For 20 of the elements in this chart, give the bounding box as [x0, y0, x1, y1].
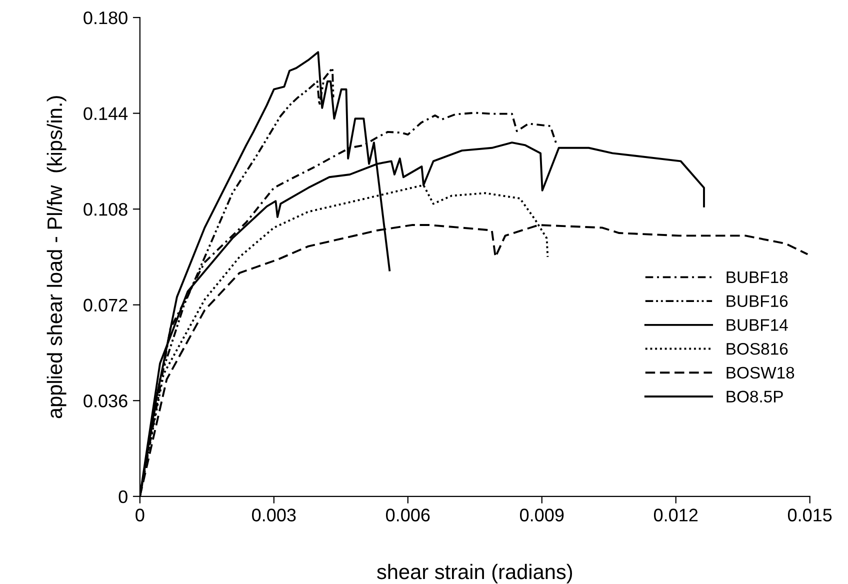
legend-label: BUBF18	[726, 271, 788, 284]
y-tick-label: 0.072	[84, 298, 128, 312]
y-axis-title: applied shear load - Pl/fw (kips/in.)	[46, 96, 66, 418]
legend-label: BO8.5P	[726, 390, 783, 403]
x-axis-title: shear strain (radians)	[377, 564, 572, 584]
x-tick-label: 0.003	[252, 508, 296, 522]
x-tick-label: 0	[136, 508, 144, 522]
y-tick-label: 0	[118, 490, 128, 504]
x-tick-label: 0.006	[386, 508, 430, 522]
legend-label: BOS816	[726, 342, 788, 355]
y-tick-label: 0.144	[84, 107, 128, 120]
legend-label: BUBF16	[726, 295, 788, 308]
x-tick-label: 0.012	[654, 508, 698, 522]
y-tick-label: 0.036	[84, 394, 128, 408]
y-tick-label: 0.108	[84, 203, 128, 216]
legend-label: BOSW18	[726, 366, 794, 379]
x-tick-label: 0.015	[788, 508, 832, 522]
x-tick-label: 0.009	[520, 508, 564, 522]
y-tick-label: 0.180	[84, 11, 128, 24]
legend-label: BUBF14	[726, 319, 788, 331]
